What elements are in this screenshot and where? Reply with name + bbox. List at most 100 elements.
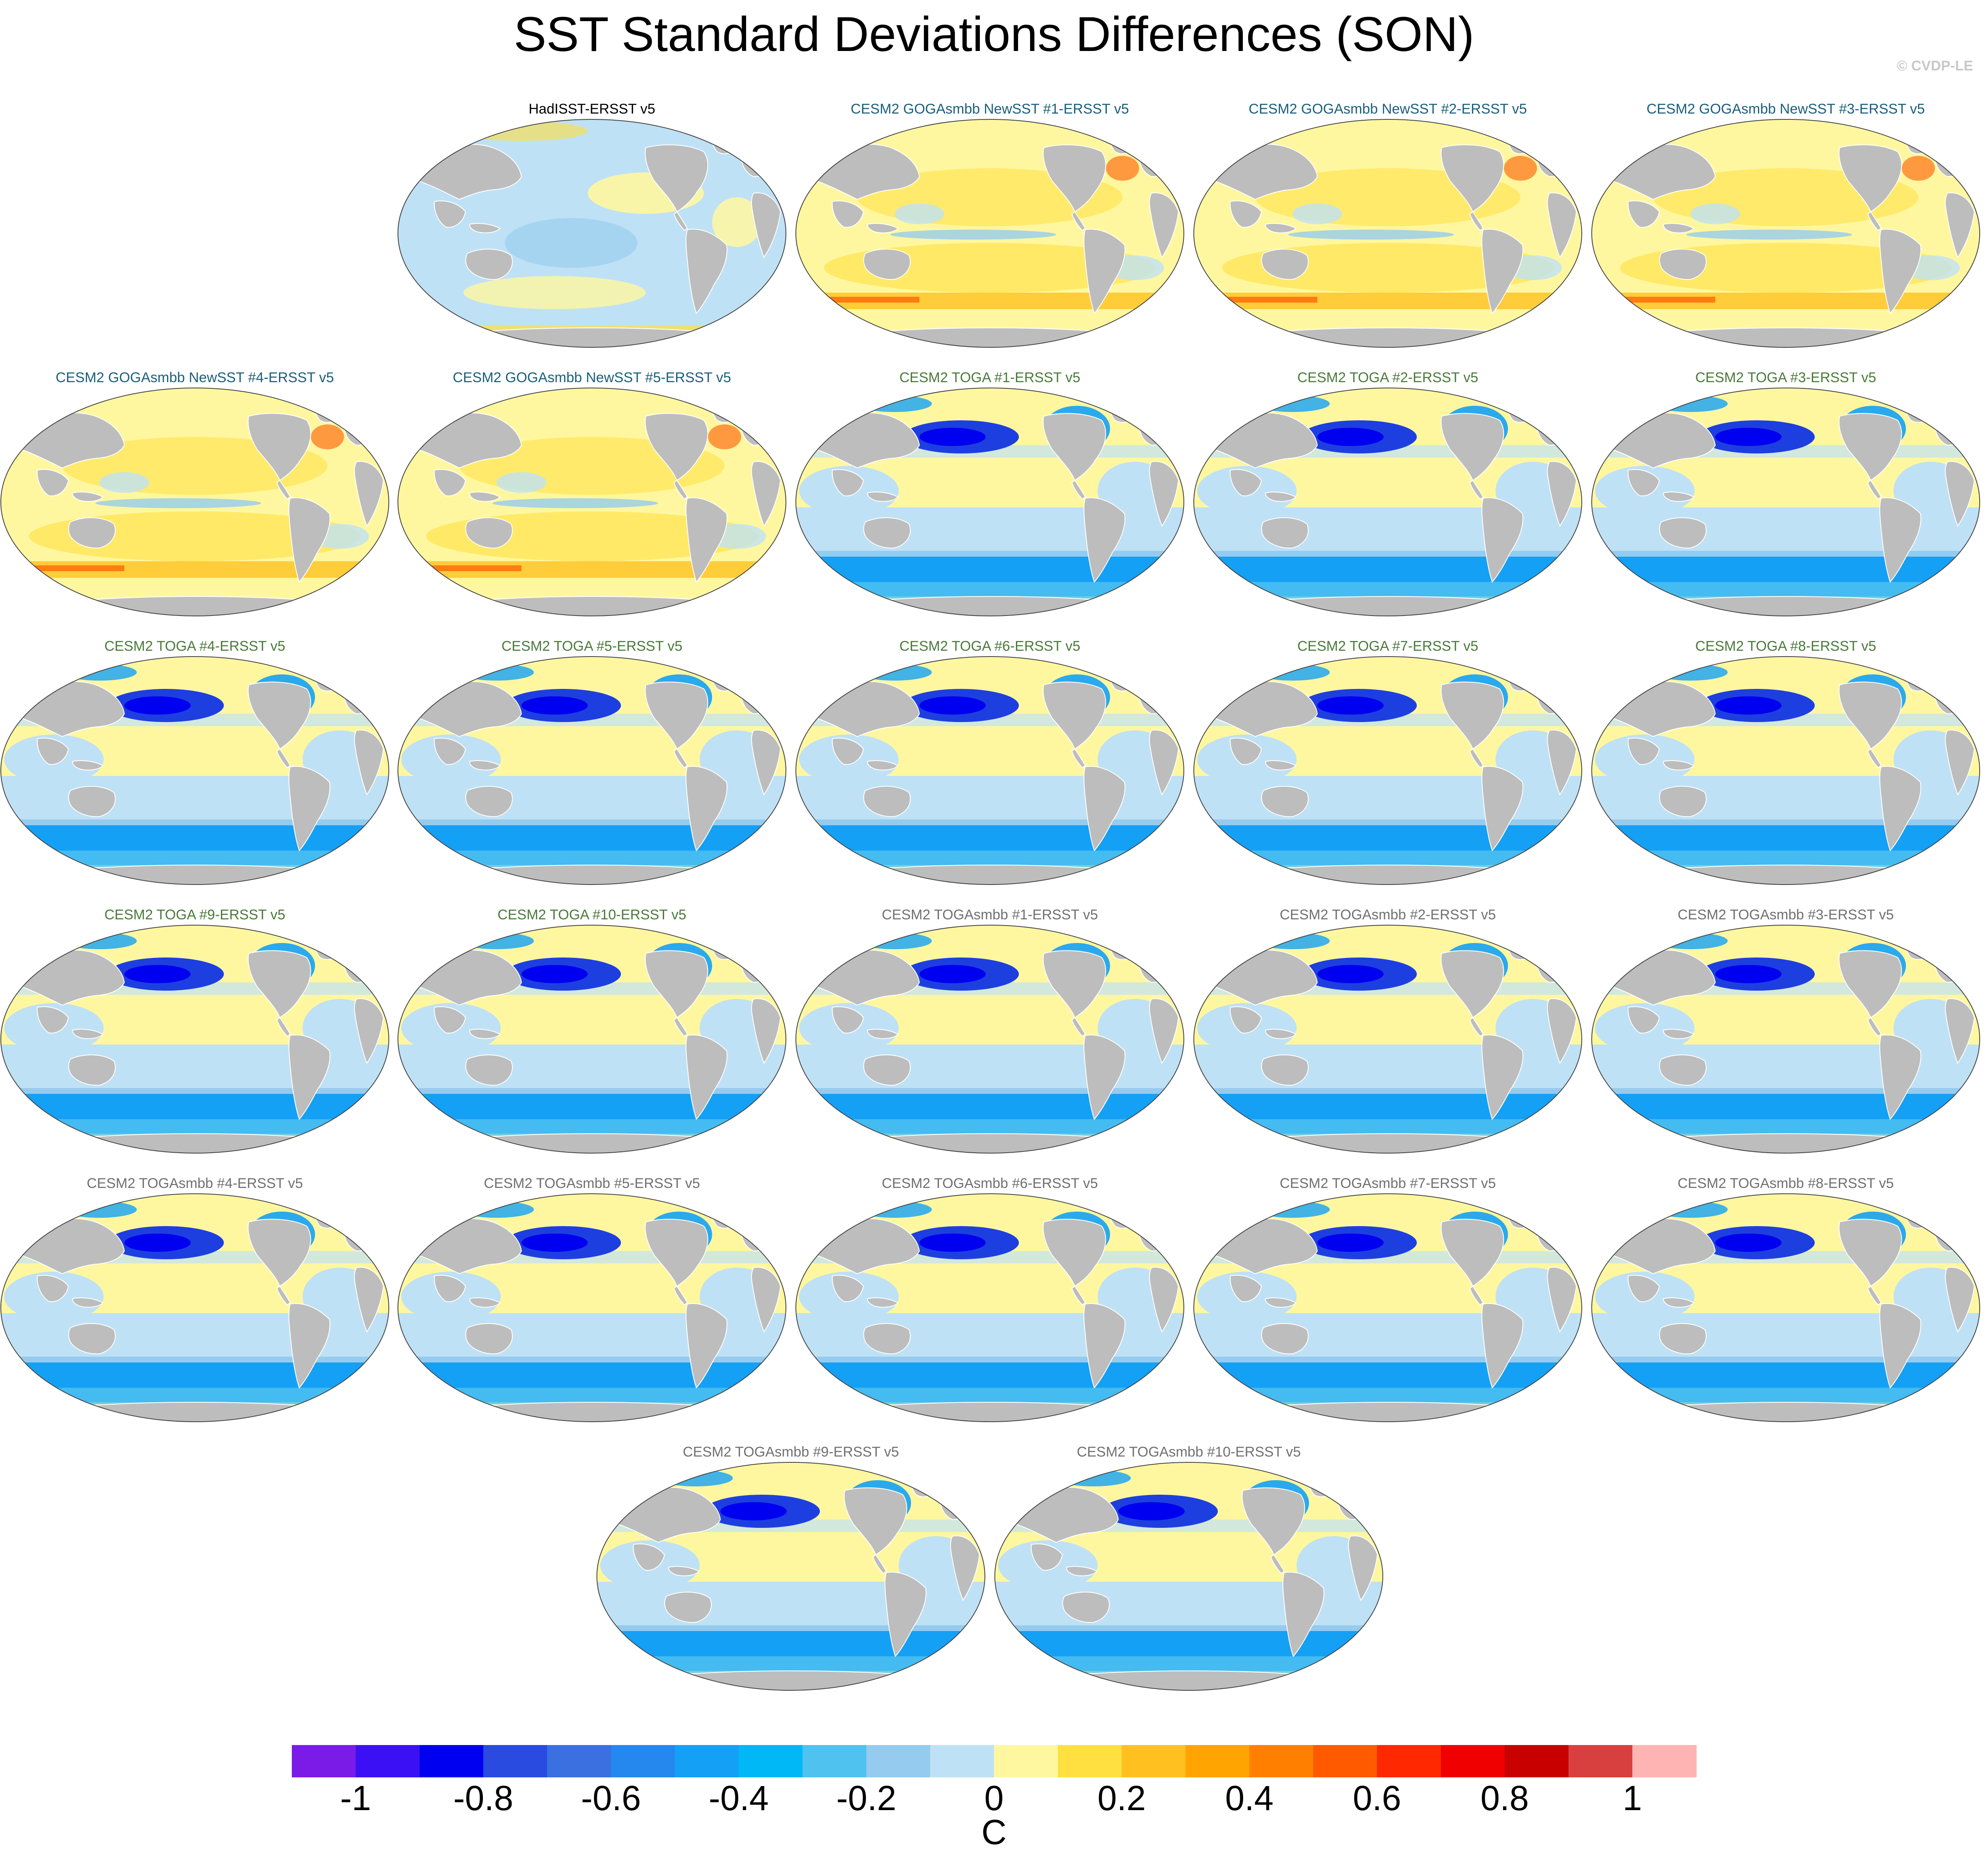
world-map bbox=[1193, 119, 1582, 348]
panel-title: CESM2 TOGAsmbb #2-ERSST v5 bbox=[1280, 907, 1496, 923]
colorbar-swatch bbox=[930, 1745, 994, 1777]
world-map bbox=[1193, 656, 1582, 885]
colorbar-tick-label: -0.8 bbox=[453, 1779, 514, 1818]
map-panel: CESM2 TOGAsmbb #5-ERSST v5 bbox=[397, 1174, 787, 1423]
map-panel: CESM2 TOGA #5-ERSST v5 bbox=[397, 637, 787, 885]
map-panel: CESM2 GOGAsmbb NewSST #3-ERSST v5 bbox=[1591, 99, 1981, 348]
world-map bbox=[795, 388, 1184, 616]
panel-title: CESM2 TOGAsmbb #7-ERSST v5 bbox=[1280, 1176, 1496, 1191]
colorbar-swatch bbox=[1249, 1745, 1314, 1777]
panel-title: CESM2 TOGA #4-ERSST v5 bbox=[104, 638, 286, 654]
panel-title: CESM2 TOGAsmbb #1-ERSST v5 bbox=[882, 907, 1098, 923]
colorbar-tick-label: -0.6 bbox=[581, 1779, 641, 1818]
world-map bbox=[994, 1462, 1383, 1691]
map-panel: CESM2 GOGAsmbb NewSST #4-ERSST v5 bbox=[0, 368, 390, 617]
world-map bbox=[596, 1462, 985, 1691]
colorbar-tick-label: 0 bbox=[984, 1779, 1004, 1818]
panel-title: CESM2 TOGA #5-ERSST v5 bbox=[501, 638, 683, 654]
panel-title: CESM2 GOGAsmbb NewSST #3-ERSST v5 bbox=[1646, 101, 1925, 117]
colorbar-swatch bbox=[994, 1745, 1058, 1777]
world-map bbox=[1591, 925, 1980, 1154]
panel-title: CESM2 TOGAsmbb #5-ERSST v5 bbox=[484, 1176, 700, 1191]
world-map bbox=[398, 388, 786, 616]
colorbar-swatch bbox=[1505, 1745, 1569, 1777]
world-map bbox=[1193, 925, 1582, 1154]
colorbar-swatch bbox=[611, 1745, 675, 1777]
panel-title: CESM2 TOGA #8-ERSST v5 bbox=[1695, 638, 1876, 654]
panel-title: CESM2 TOGA #10-ERSST v5 bbox=[497, 907, 686, 923]
colorbar-tick-label: -1 bbox=[340, 1779, 371, 1818]
panel-title: CESM2 TOGAsmbb #3-ERSST v5 bbox=[1678, 907, 1894, 923]
map-panel: CESM2 TOGA #8-ERSST v5 bbox=[1591, 637, 1981, 885]
colorbar-tick-label: 0.8 bbox=[1480, 1779, 1529, 1818]
panel-title: CESM2 TOGA #9-ERSST v5 bbox=[104, 907, 286, 923]
colorbar-swatch bbox=[419, 1745, 484, 1777]
panel-title: CESM2 TOGAsmbb #10-ERSST v5 bbox=[1076, 1444, 1301, 1460]
map-panel: CESM2 TOGA #2-ERSST v5 bbox=[1193, 368, 1583, 617]
credit-text: © CVDP-LE bbox=[1897, 58, 1973, 74]
world-map bbox=[1591, 656, 1980, 885]
colorbar-tick-label: 1 bbox=[1622, 1779, 1642, 1818]
figure-title: SST Standard Deviations Differences (SON… bbox=[514, 7, 1474, 62]
map-panel: CESM2 TOGAsmbb #10-ERSST v5 bbox=[994, 1442, 1384, 1691]
panel-title: CESM2 GOGAsmbb NewSST #1-ERSST v5 bbox=[851, 101, 1129, 117]
colorbar-swatch bbox=[547, 1745, 611, 1777]
map-panel: CESM2 TOGAsmbb #1-ERSST v5 bbox=[795, 905, 1185, 1154]
colorbar-tick-label: -0.4 bbox=[708, 1779, 769, 1818]
map-panel: CESM2 TOGAsmbb #3-ERSST v5 bbox=[1591, 905, 1981, 1154]
map-panel: CESM2 TOGAsmbb #7-ERSST v5 bbox=[1193, 1174, 1583, 1423]
world-map bbox=[1591, 388, 1980, 616]
world-map bbox=[1591, 119, 1980, 348]
colorbar-swatch bbox=[1569, 1745, 1633, 1777]
colorbar-units: C bbox=[981, 1813, 1007, 1852]
colorbar-tick-label: 0.2 bbox=[1097, 1779, 1146, 1818]
colorbar-swatch bbox=[802, 1745, 867, 1777]
map-panel: CESM2 GOGAsmbb NewSST #5-ERSST v5 bbox=[397, 368, 787, 617]
panel-title: CESM2 GOGAsmbb NewSST #5-ERSST v5 bbox=[453, 370, 731, 385]
map-panel: CESM2 TOGA #6-ERSST v5 bbox=[795, 637, 1185, 885]
panel-title: CESM2 TOGAsmbb #6-ERSST v5 bbox=[882, 1176, 1098, 1191]
map-panel: HadISST-ERSST v5 bbox=[397, 99, 787, 348]
panel-title: CESM2 TOGA #6-ERSST v5 bbox=[899, 638, 1081, 654]
colorbar-swatch bbox=[1122, 1745, 1186, 1777]
colorbar-swatch bbox=[675, 1745, 739, 1777]
map-panel: CESM2 TOGA #4-ERSST v5 bbox=[0, 637, 390, 885]
map-panel: CESM2 TOGA #1-ERSST v5 bbox=[795, 368, 1185, 617]
map-panel: CESM2 TOGA #3-ERSST v5 bbox=[1591, 368, 1981, 617]
map-panel: CESM2 TOGA #7-ERSST v5 bbox=[1193, 637, 1583, 885]
panel-title: HadISST-ERSST v5 bbox=[529, 101, 655, 117]
colorbar-swatch bbox=[1058, 1745, 1122, 1777]
colorbar-swatch bbox=[866, 1745, 931, 1777]
map-panel: CESM2 TOGAsmbb #6-ERSST v5 bbox=[795, 1174, 1185, 1423]
map-panel: CESM2 GOGAsmbb NewSST #2-ERSST v5 bbox=[1193, 99, 1583, 348]
world-map bbox=[398, 925, 786, 1154]
colorbar bbox=[292, 1745, 1697, 1777]
panel-title: CESM2 TOGA #1-ERSST v5 bbox=[899, 370, 1081, 385]
map-panel: CESM2 TOGA #10-ERSST v5 bbox=[397, 905, 787, 1154]
world-map bbox=[398, 1193, 786, 1422]
map-panel: CESM2 TOGAsmbb #2-ERSST v5 bbox=[1193, 905, 1583, 1154]
world-map bbox=[795, 119, 1184, 348]
colorbar-swatch bbox=[1377, 1745, 1441, 1777]
colorbar-swatch bbox=[1441, 1745, 1505, 1777]
world-map bbox=[795, 656, 1184, 885]
map-panel: CESM2 TOGA #9-ERSST v5 bbox=[0, 905, 390, 1154]
colorbar-swatch bbox=[1186, 1745, 1250, 1777]
world-map bbox=[0, 925, 389, 1154]
panel-title: CESM2 GOGAsmbb NewSST #4-ERSST v5 bbox=[56, 370, 334, 385]
colorbar-tick-label: 0.4 bbox=[1225, 1779, 1274, 1818]
map-panel: CESM2 TOGAsmbb #8-ERSST v5 bbox=[1591, 1174, 1981, 1423]
map-panel: CESM2 TOGAsmbb #4-ERSST v5 bbox=[0, 1174, 390, 1423]
colorbar-swatch bbox=[356, 1745, 420, 1777]
panel-title: CESM2 TOGA #3-ERSST v5 bbox=[1695, 370, 1876, 385]
map-panel: CESM2 TOGAsmbb #9-ERSST v5 bbox=[596, 1442, 986, 1691]
world-map bbox=[795, 1193, 1184, 1422]
panel-title: CESM2 TOGA #2-ERSST v5 bbox=[1297, 370, 1479, 385]
panel-title: CESM2 GOGAsmbb NewSST #2-ERSST v5 bbox=[1249, 101, 1527, 117]
colorbar-swatch bbox=[1632, 1745, 1697, 1777]
colorbar-swatch bbox=[483, 1745, 548, 1777]
world-map bbox=[0, 656, 389, 885]
world-map bbox=[398, 656, 786, 885]
world-map bbox=[398, 119, 786, 348]
panel-title: CESM2 TOGAsmbb #4-ERSST v5 bbox=[87, 1176, 303, 1191]
